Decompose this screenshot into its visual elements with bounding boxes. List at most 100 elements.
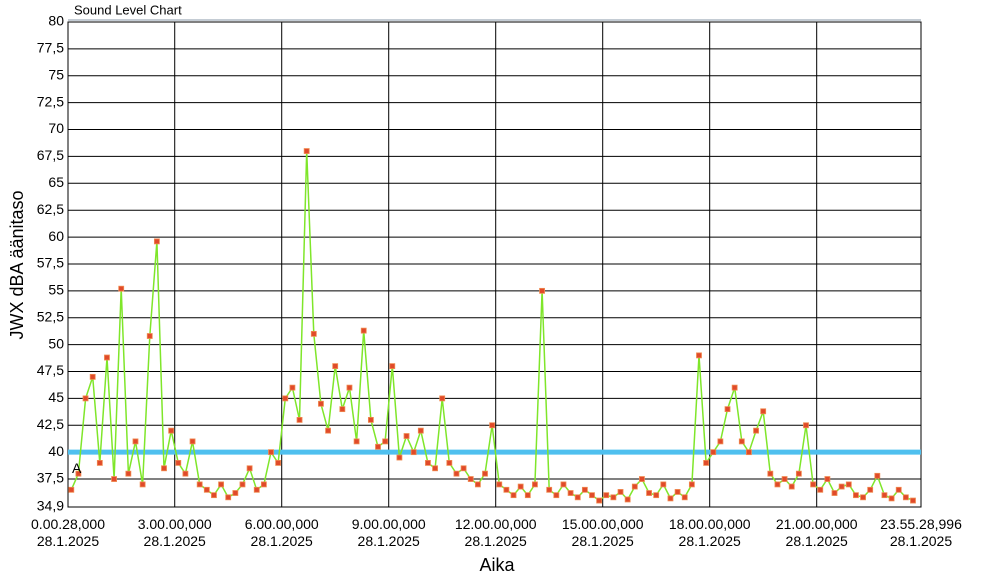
y-tick-label: 50 [48, 335, 64, 351]
data-point [724, 406, 731, 413]
data-point [182, 470, 189, 477]
data-point [760, 408, 767, 415]
data-point [189, 438, 196, 445]
data-point [296, 416, 303, 423]
y-tick-label: 77,5 [37, 40, 64, 56]
data-point [688, 481, 695, 488]
data-point [510, 492, 517, 499]
data-point [524, 492, 531, 499]
data-point [146, 333, 153, 339]
data-point [68, 486, 75, 493]
data-point [339, 406, 346, 413]
y-tick-label: 75 [48, 66, 64, 82]
y-tick-label: 40 [48, 443, 64, 459]
data-point [489, 422, 496, 429]
data-point [104, 354, 110, 361]
annotation: A [72, 460, 82, 476]
data-point [310, 330, 317, 337]
data-point [731, 384, 738, 391]
data-point [346, 384, 353, 391]
data-point [446, 460, 453, 466]
data-point [853, 492, 859, 499]
data-point [553, 492, 560, 499]
data-point [589, 492, 595, 499]
data-point [389, 363, 396, 370]
data-point [774, 481, 781, 488]
data-point [631, 483, 638, 490]
data-point [403, 433, 410, 439]
data-point [353, 438, 360, 445]
data-point [567, 490, 574, 496]
data-point [96, 460, 103, 466]
y-tick-label: 62,5 [37, 201, 64, 217]
x-tick-label: 6.00.00,000 28.1.2025 [244, 516, 319, 549]
data-point [467, 476, 474, 482]
data-point [268, 449, 274, 456]
data-point [325, 427, 331, 434]
data-point [674, 489, 681, 495]
data-point [646, 490, 652, 496]
x-tick-label: 0.00.28,000 28.1.2025 [31, 516, 105, 549]
data-point [803, 422, 809, 429]
y-tick-label: 80 [48, 13, 64, 29]
y-tick-label: 37,5 [37, 470, 64, 486]
y-tick-label: 34,9 [37, 498, 64, 514]
data-point [517, 483, 524, 490]
chart-title: Sound Level Chart [74, 2, 182, 17]
data-point [125, 470, 132, 477]
data-point [503, 486, 510, 493]
data-point [132, 438, 139, 445]
data-point [225, 494, 232, 501]
y-tick-label: 65 [48, 174, 64, 190]
data-point [425, 460, 431, 466]
data-point [532, 481, 538, 488]
data-point [696, 352, 702, 359]
data-point [881, 492, 888, 499]
data-point [610, 494, 617, 501]
data-point [788, 483, 795, 490]
data-point [860, 494, 866, 501]
data-point [260, 481, 267, 488]
data-point [560, 481, 567, 488]
data-point [239, 481, 246, 488]
data-point [139, 481, 146, 488]
data-point [867, 486, 874, 493]
data-point [75, 470, 82, 477]
data-point [289, 384, 296, 391]
data-point [218, 481, 224, 488]
data-point [910, 497, 916, 504]
x-tick-label: 9.00.00,000 28.1.2025 [351, 516, 426, 549]
data-point [332, 363, 339, 370]
data-point [275, 460, 282, 466]
data-point [653, 492, 660, 499]
data-point [474, 481, 481, 488]
data-point [767, 470, 774, 477]
data-point [161, 465, 167, 472]
data-point [817, 486, 824, 493]
data-point [681, 494, 688, 501]
data-point [639, 476, 645, 482]
data-point [303, 148, 310, 154]
data-point [624, 496, 631, 503]
data-point [703, 460, 710, 466]
data-point [574, 494, 581, 501]
data-point [482, 470, 488, 477]
data-point [453, 470, 460, 477]
data-point [203, 486, 210, 493]
x-tick-label: 15.00.00,000 28.1.2025 [561, 516, 644, 549]
y-tick-label: 52,5 [37, 308, 64, 324]
data-point [410, 449, 417, 456]
y-tick-label: 67,5 [37, 147, 64, 163]
y-tick-label: 55 [48, 282, 64, 298]
data-point [738, 438, 745, 445]
data-point [581, 486, 588, 493]
x-axis-label: Aika [479, 555, 515, 575]
data-point [246, 465, 253, 472]
x-tick-label: 18.00.00,000 28.1.2025 [668, 516, 751, 549]
x-tick-label: 23.55.28,996 28.1.2025 [880, 516, 962, 549]
data-point [168, 427, 175, 434]
data-point [902, 494, 909, 501]
data-point [196, 481, 203, 488]
